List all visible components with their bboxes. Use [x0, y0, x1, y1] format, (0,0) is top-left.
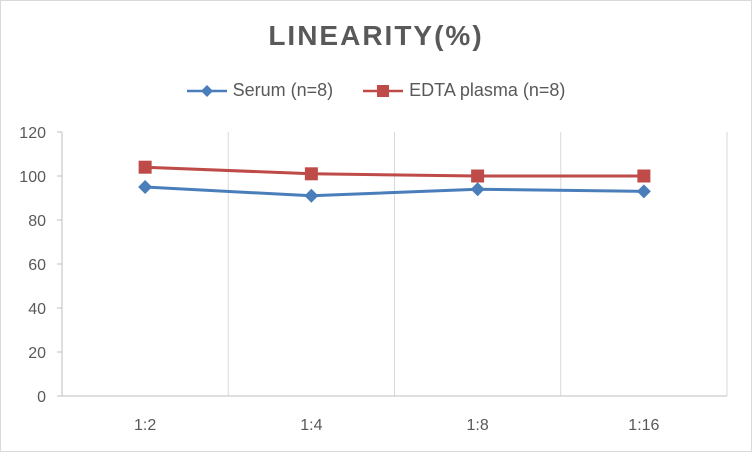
y-tick-label: 0 [37, 389, 46, 406]
legend-item-serum: Serum (n=8) [186, 80, 334, 101]
x-tick-label: 1:2 [134, 417, 156, 434]
y-tick-label: 100 [19, 169, 46, 186]
series-line-serum [145, 185, 644, 198]
data-point-serum [636, 184, 651, 199]
y-tick-label: 60 [28, 257, 46, 274]
data-point-edta-plasma [304, 167, 318, 181]
data-point-serum [138, 180, 153, 194]
x-tick-label: 1:4 [300, 417, 322, 434]
legend-item-edta-plasma: EDTA plasma (n=8) [363, 80, 565, 101]
legend-serum-label: Serum (n=8) [232, 80, 334, 100]
data-point-serum [304, 188, 319, 203]
y-tick-label: 80 [28, 213, 46, 230]
series-line-edta-plasma [145, 165, 644, 178]
data-point-serum [470, 182, 485, 197]
x-tick-label: 1:8 [467, 417, 489, 434]
x-tick-label: 1:16 [628, 417, 659, 434]
y-tick-label: 120 [19, 125, 46, 142]
legend-serum-marker-icon [186, 84, 227, 97]
chart-title: LINEARITY(%) [268, 20, 484, 51]
data-point-edta-plasma [471, 169, 485, 183]
y-tick-label: 20 [28, 345, 46, 362]
legend-edta-label: EDTA plasma (n=8) [409, 80, 566, 100]
data-point-edta-plasma [138, 160, 152, 174]
data-point-edta-plasma [637, 169, 651, 183]
legend: Serum (n=8) EDTA plasma (n=8) [0, 80, 752, 101]
y-tick-label: 40 [28, 301, 46, 318]
legend-edta-marker-icon [363, 84, 404, 97]
